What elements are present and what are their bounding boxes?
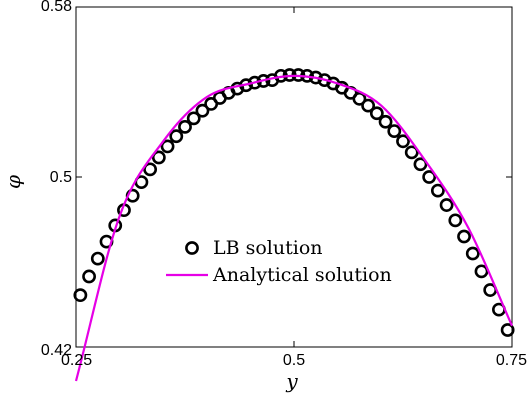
x-tick-label: 0.5 <box>283 352 305 369</box>
legend-label-lb-solution: LB solution <box>213 237 323 259</box>
lb-solution-point <box>160 139 175 154</box>
lb-solution-point <box>361 98 376 113</box>
lb-solution-point <box>143 162 158 177</box>
series-group <box>73 68 515 382</box>
lb-solution-point <box>186 111 201 126</box>
lb-solution-point <box>474 264 489 279</box>
y-tick-label: 0.5 <box>50 169 72 186</box>
lb-solution-point <box>387 124 402 139</box>
lb-solution-point <box>378 114 393 129</box>
lb-solution-point <box>404 145 419 160</box>
lb-solution-point <box>439 198 454 212</box>
x-tick-label: 0.25 <box>61 352 92 369</box>
lb-solution-point <box>169 129 184 144</box>
y-axis-label: φ <box>1 175 25 189</box>
lb-solution-point <box>457 229 471 244</box>
lb-solution-point <box>413 157 428 172</box>
lb-solution-point <box>448 213 463 228</box>
legend-label-analytical-solution: Analytical solution <box>212 264 392 286</box>
lb-solution-point <box>178 119 192 134</box>
lb-solution-point <box>396 134 410 149</box>
lb-solution-point <box>500 323 515 337</box>
x-tick-label: 0.75 <box>496 352 527 369</box>
lb-solution-point <box>151 150 166 165</box>
y-tick-label: 0.58 <box>41 0 72 15</box>
lb-solution-point <box>465 246 480 261</box>
lb-solution-point <box>369 106 384 121</box>
lb-solution-point <box>430 183 445 198</box>
ticks-group: 0.25 0.5 0.75 0.42 0.5 0.58 <box>41 0 527 369</box>
lb-solution-point <box>352 91 367 106</box>
analytical-solution-line <box>74 74 514 382</box>
legend: LB solution Analytical solution <box>166 237 392 286</box>
lb-solution-point <box>247 75 262 90</box>
lb-solution-point <box>73 288 88 303</box>
lb-solution-point <box>195 103 210 118</box>
x-axis-label: y <box>285 369 298 393</box>
lb-solution-point <box>82 269 96 284</box>
legend-marker-lb-solution <box>185 241 199 255</box>
lb-solution-point <box>90 251 105 266</box>
y-tick-label: 0.42 <box>41 342 72 359</box>
lb-solution-point <box>422 170 437 184</box>
